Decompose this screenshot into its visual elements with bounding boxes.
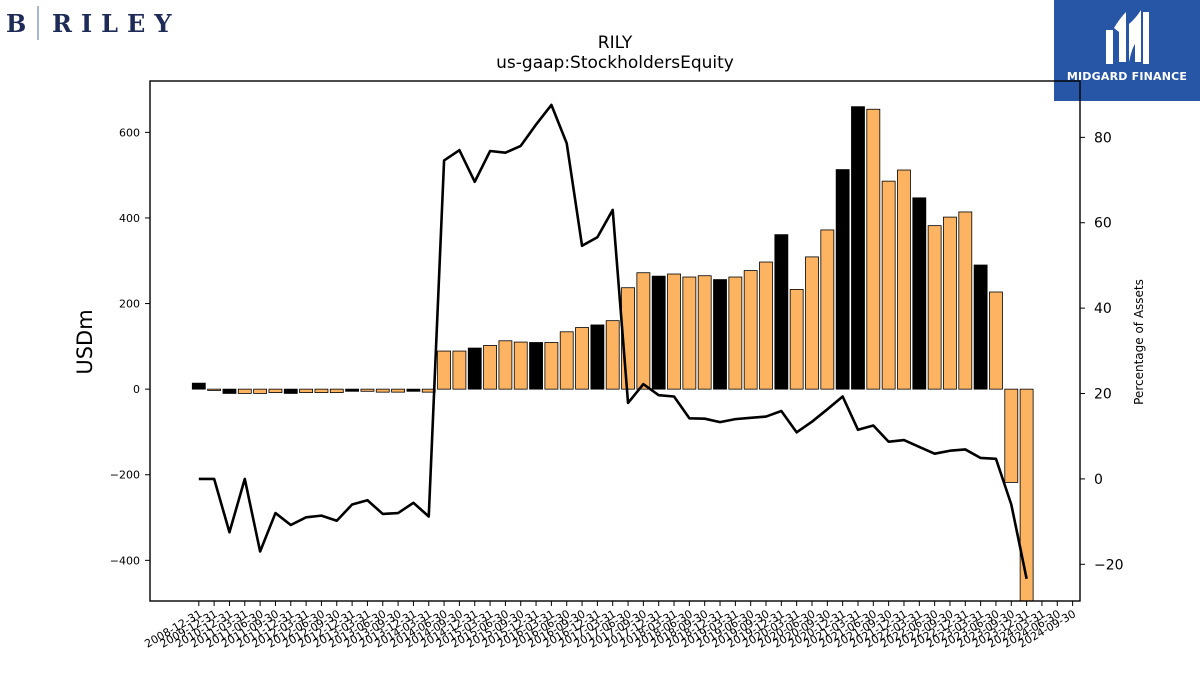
bar	[253, 388, 268, 394]
bar	[498, 340, 513, 390]
y2-tick-label: 40	[1094, 301, 1112, 317]
bar	[544, 342, 559, 390]
bar	[237, 388, 252, 394]
chart-subtitle: us-gaap:StockholdersEquity	[496, 53, 734, 73]
bar	[375, 388, 390, 393]
bar	[559, 331, 574, 390]
bar	[927, 225, 942, 390]
bar	[314, 388, 329, 393]
bar	[191, 382, 206, 390]
bar	[743, 270, 758, 390]
y-tick-label: 400	[119, 212, 140, 225]
y-tick-label: −400	[110, 554, 140, 567]
y2-tick-label: 60	[1094, 216, 1112, 232]
plot-frame	[149, 80, 1081, 602]
bar	[605, 320, 620, 390]
bar	[329, 388, 344, 393]
bar	[667, 273, 681, 390]
bar	[682, 276, 697, 390]
bar	[299, 388, 314, 393]
bar	[973, 264, 988, 390]
bar	[820, 229, 835, 390]
svg-text:RILEY: RILEY	[52, 9, 180, 38]
svg-text:B: B	[6, 9, 26, 38]
bar	[483, 345, 497, 390]
y-tick-label: 200	[119, 298, 140, 311]
bar	[452, 350, 467, 390]
bar	[268, 388, 283, 393]
bars-layer	[191, 106, 1034, 602]
bar	[759, 261, 773, 390]
b-riley-logo-graphic: B RILEY	[6, 6, 180, 40]
bar	[391, 388, 405, 393]
bar	[575, 327, 589, 390]
line-layer	[198, 103, 1028, 580]
bar	[881, 180, 896, 390]
y-tick-label: 600	[119, 126, 140, 139]
bar	[360, 388, 375, 392]
bar	[651, 275, 666, 390]
midgard-finance-wordmark: MIDGARD FINANCE	[1066, 70, 1188, 83]
bar	[467, 347, 482, 390]
bar	[835, 169, 850, 390]
bar	[207, 388, 222, 391]
bar	[590, 324, 605, 390]
y2-tick-label: 20	[1094, 387, 1112, 403]
bar	[912, 197, 927, 390]
y-axis-label: USDm	[73, 309, 97, 374]
y2-tick-label: 0	[1094, 472, 1103, 488]
bar	[1019, 388, 1034, 602]
bar	[774, 234, 789, 390]
axes-layer: −400−2000200400600−200204060802008-12-31…	[110, 80, 1124, 651]
bar	[636, 272, 651, 390]
bar	[851, 106, 865, 390]
bar	[897, 169, 911, 390]
percentage-line	[198, 103, 1028, 580]
bar	[529, 342, 543, 390]
bar	[1004, 388, 1019, 483]
bar	[789, 289, 804, 390]
bar	[958, 211, 973, 390]
bar	[283, 388, 298, 394]
bar	[728, 276, 743, 390]
chart-title: RILY	[598, 33, 633, 53]
midgard-finance-emblem	[1106, 10, 1149, 64]
y-tick-label: −200	[110, 469, 140, 482]
y2-axis-label: Percentage of Assets	[1132, 279, 1146, 405]
bar	[222, 388, 237, 394]
b-riley-logo: B RILEY	[4, 6, 204, 42]
bar	[513, 341, 528, 390]
bar	[437, 350, 451, 390]
y-tick-label: 0	[133, 383, 140, 396]
bar	[697, 275, 712, 390]
bar	[345, 388, 360, 392]
midgard-finance-logo: MIDGARD FINANCE	[1054, 0, 1200, 101]
bar	[866, 108, 881, 390]
bar	[713, 279, 727, 390]
y2-tick-label: 80	[1094, 130, 1112, 146]
bar	[943, 216, 957, 390]
bar	[406, 388, 421, 392]
bar	[805, 256, 819, 390]
bar	[989, 291, 1003, 390]
y2-tick-label: −20	[1094, 557, 1124, 573]
